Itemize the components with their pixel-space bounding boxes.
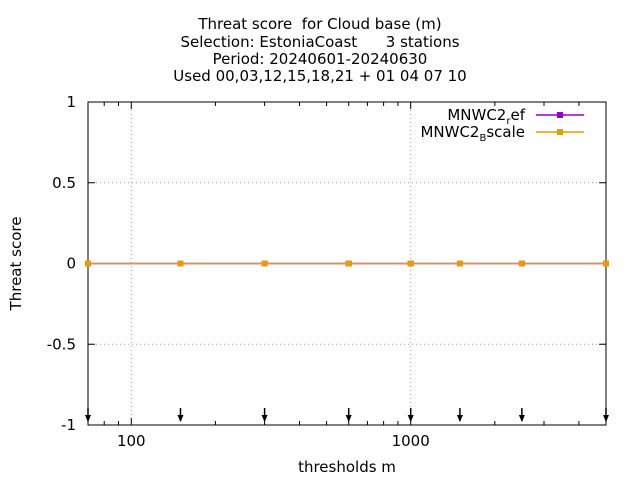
legend-label: MNWC2ref <box>447 106 525 127</box>
title-line-3: Period: 20240601-20240630 <box>212 50 428 68</box>
y-tick-label: 0.5 <box>52 174 76 192</box>
y-tick-label: -1 <box>61 416 76 434</box>
data-point <box>518 260 525 267</box>
threshold-arrow-head <box>456 415 463 422</box>
x-axis-label: thresholds m <box>298 458 396 476</box>
threshold-arrow-head <box>518 415 525 422</box>
data-point <box>603 260 609 267</box>
threshold-arrow-head <box>603 415 609 422</box>
legend-marker <box>557 129 563 135</box>
y-tick-label: -0.5 <box>47 335 76 353</box>
data-point <box>177 260 184 267</box>
data-point <box>407 260 414 267</box>
data-point <box>261 260 268 267</box>
threshold-arrow-head <box>407 415 414 422</box>
legend-marker <box>557 112 563 118</box>
y-tick-label: 0 <box>66 255 76 273</box>
title-line-2: Selection: EstoniaCoast 3 stations <box>180 33 460 51</box>
title-line-1: Threat score for Cloud base (m) <box>198 15 442 33</box>
x-tick-label: 100 <box>117 432 146 450</box>
x-tick-label: 1000 <box>392 432 430 450</box>
y-tick-label: 1 <box>66 93 76 111</box>
legend-label: MNWC2Bscale <box>420 123 525 144</box>
threshold-arrow-head <box>261 415 268 422</box>
data-point <box>345 260 352 267</box>
data-point <box>456 260 463 267</box>
title-line-4: Used 00,03,12,15,18,21 + 01 04 07 10 <box>173 67 467 85</box>
y-axis-label: Threat score <box>7 217 25 312</box>
threshold-arrow-head <box>345 415 352 422</box>
threshold-arrow-head <box>177 415 184 422</box>
threshold-arrow-head <box>85 415 91 422</box>
data-point <box>85 260 91 267</box>
